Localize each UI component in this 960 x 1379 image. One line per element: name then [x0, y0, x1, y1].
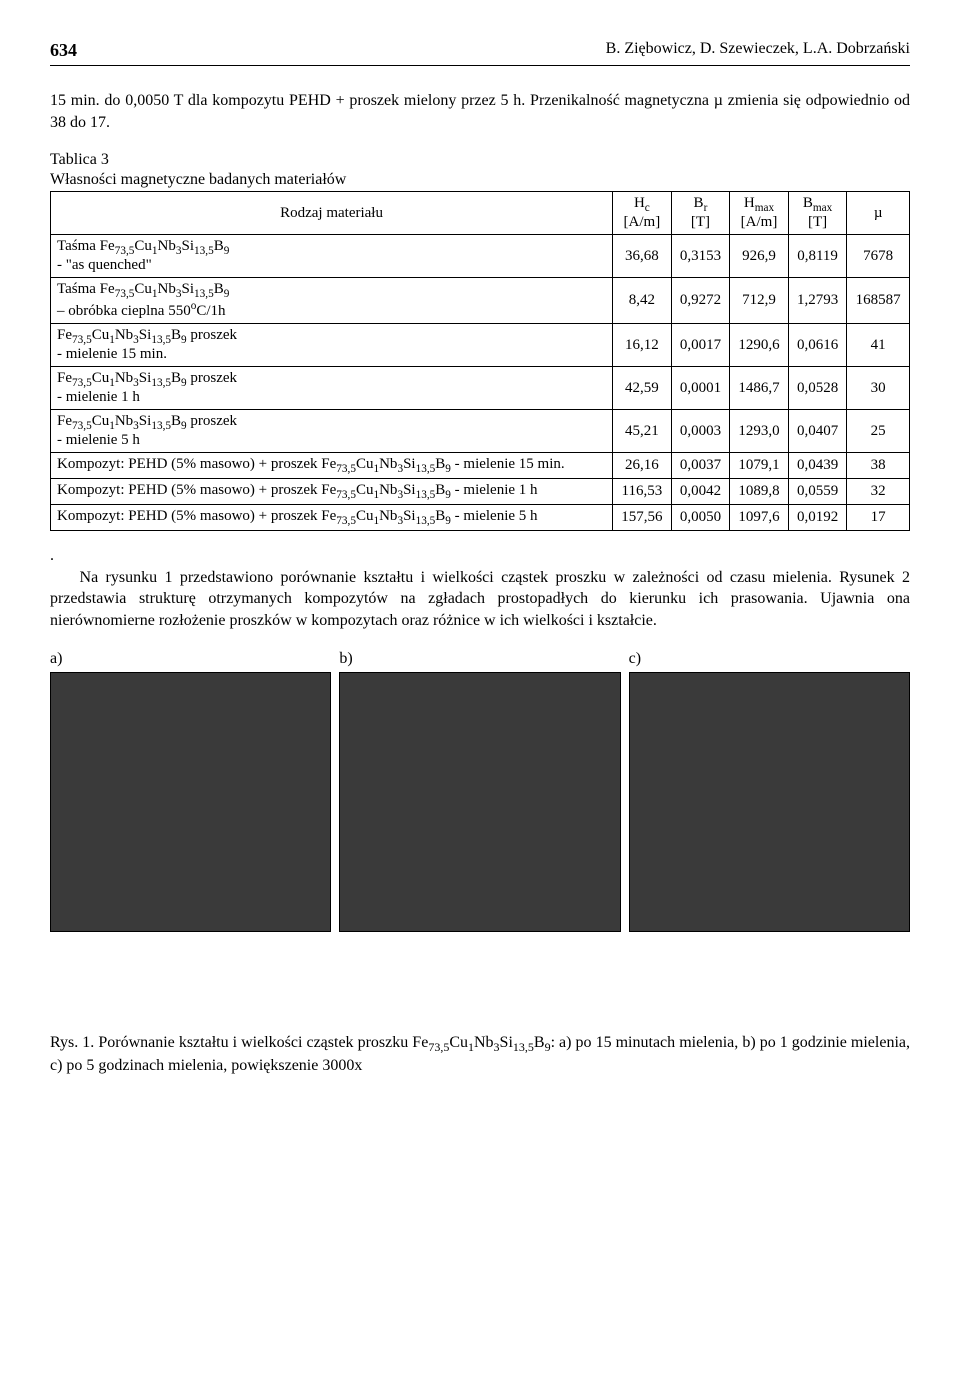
cell: 0,0001 — [671, 367, 730, 410]
cell: 0,0037 — [671, 453, 730, 479]
cell: 0,0439 — [788, 453, 847, 479]
figure-row: a) b) c) — [50, 650, 910, 932]
cell: 0,9272 — [671, 278, 730, 324]
cell: 0,0616 — [788, 324, 847, 367]
paragraph-2: . Na rysunku 1 przedstawiono porównanie … — [50, 545, 910, 631]
cell: 8,42 — [613, 278, 672, 324]
cell: 38 — [847, 453, 910, 479]
figure-label-c: c) — [629, 650, 910, 668]
col-mu: µ — [847, 192, 910, 235]
col-material: Rodzaj materiału — [51, 192, 613, 235]
cell: 30 — [847, 367, 910, 410]
table-caption-line2: Własności magnetyczne badanych materiałó… — [50, 171, 910, 189]
table-row: Kompozyt: PEHD (5% masowo) + proszek Fe7… — [51, 505, 910, 531]
table-row: Fe73,5Cu1Nb3Si13,5B9 proszek- mielenie 1… — [51, 367, 910, 410]
cell: 168587 — [847, 278, 910, 324]
table-row: Taśma Fe73,5Cu1Nb3Si13,5B9– obróbka ciep… — [51, 278, 910, 324]
table-caption-line1: Tablica 3 — [50, 151, 910, 169]
cell: 0,8119 — [788, 235, 847, 278]
table-row: Kompozyt: PEHD (5% masowo) + proszek Fe7… — [51, 479, 910, 505]
cell: 16,12 — [613, 324, 672, 367]
cell: 0,0017 — [671, 324, 730, 367]
row-label: Kompozyt: PEHD (5% masowo) + proszek Fe7… — [51, 505, 613, 531]
row-label: Fe73,5Cu1Nb3Si13,5B9 proszek- mielenie 1… — [51, 367, 613, 410]
cell: 157,56 — [613, 505, 672, 531]
cell: 0,0192 — [788, 505, 847, 531]
cell: 1486,7 — [730, 367, 789, 410]
properties-table: Rodzaj materiału Hc[A/m] Br[T] Hmax[A/m]… — [50, 191, 910, 531]
figure-caption: Rys. 1. Porównanie kształtu i wielkości … — [50, 1032, 910, 1077]
cell: 17 — [847, 505, 910, 531]
table-row: Kompozyt: PEHD (5% masowo) + proszek Fe7… — [51, 453, 910, 479]
row-label: Fe73,5Cu1Nb3Si13,5B9 proszek- mielenie 5… — [51, 410, 613, 453]
row-label: Kompozyt: PEHD (5% masowo) + proszek Fe7… — [51, 453, 613, 479]
figure-image-a — [50, 672, 331, 932]
cell: 116,53 — [613, 479, 672, 505]
cell: 926,9 — [730, 235, 789, 278]
figure-label-b: b) — [339, 650, 620, 668]
table-row: Fe73,5Cu1Nb3Si13,5B9 proszek- mielenie 5… — [51, 410, 910, 453]
cell: 36,68 — [613, 235, 672, 278]
col-hmax: Hmax[A/m] — [730, 192, 789, 235]
figure-image-c — [629, 672, 910, 932]
figure-col-c: c) — [629, 650, 910, 932]
cell: 25 — [847, 410, 910, 453]
cell: 0,0042 — [671, 479, 730, 505]
cell: 1079,1 — [730, 453, 789, 479]
cell: 1290,6 — [730, 324, 789, 367]
cell: 0,0559 — [788, 479, 847, 505]
cell: 712,9 — [730, 278, 789, 324]
paragraph-1: 15 min. do 0,0050 T dla kompozytu PEHD +… — [50, 90, 910, 133]
figure-image-b — [339, 672, 620, 932]
row-label: Kompozyt: PEHD (5% masowo) + proszek Fe7… — [51, 479, 613, 505]
cell: 0,0050 — [671, 505, 730, 531]
col-hc: Hc[A/m] — [613, 192, 672, 235]
cell: 1,2793 — [788, 278, 847, 324]
cell: 41 — [847, 324, 910, 367]
cell: 26,16 — [613, 453, 672, 479]
row-label: Taśma Fe73,5Cu1Nb3Si13,5B9– obróbka ciep… — [51, 278, 613, 324]
cell: 32 — [847, 479, 910, 505]
table-row: Taśma Fe73,5Cu1Nb3Si13,5B9- "as quenched… — [51, 235, 910, 278]
figure-col-b: b) — [339, 650, 620, 932]
cell: 45,21 — [613, 410, 672, 453]
page-header: 634 B. Ziębowicz, D. Szewieczek, L.A. Do… — [50, 40, 910, 66]
cell: 1097,6 — [730, 505, 789, 531]
table-row: Fe73,5Cu1Nb3Si13,5B9 proszek- mielenie 1… — [51, 324, 910, 367]
cell: 0,0528 — [788, 367, 847, 410]
row-label: Fe73,5Cu1Nb3Si13,5B9 proszek- mielenie 1… — [51, 324, 613, 367]
cell: 1293,0 — [730, 410, 789, 453]
table-header-row: Rodzaj materiału Hc[A/m] Br[T] Hmax[A/m]… — [51, 192, 910, 235]
cell: 0,0003 — [671, 410, 730, 453]
page-number: 634 — [50, 40, 77, 61]
col-br: Br[T] — [671, 192, 730, 235]
row-label: Taśma Fe73,5Cu1Nb3Si13,5B9- "as quenched… — [51, 235, 613, 278]
page-authors: B. Ziębowicz, D. Szewieczek, L.A. Dobrza… — [606, 40, 910, 61]
figure-label-a: a) — [50, 650, 331, 668]
figure-col-a: a) — [50, 650, 331, 932]
col-bmax: Bmax[T] — [788, 192, 847, 235]
cell: 42,59 — [613, 367, 672, 410]
cell: 0,0407 — [788, 410, 847, 453]
cell: 7678 — [847, 235, 910, 278]
cell: 0,3153 — [671, 235, 730, 278]
cell: 1089,8 — [730, 479, 789, 505]
